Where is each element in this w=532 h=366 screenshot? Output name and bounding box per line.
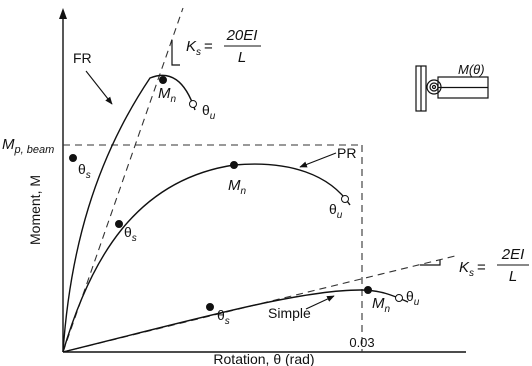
svg-text:2EI: 2EI: [501, 246, 525, 263]
inset-spring-icon: [426, 79, 442, 95]
x-axis-label: Rotation, θ (rad): [213, 351, 314, 366]
fr-theta-u-label: θu: [202, 102, 216, 122]
pr-mn-marker: [230, 161, 238, 169]
simple-theta-s-label: θs: [217, 307, 230, 327]
fr-theta-s-marker: [69, 154, 77, 162]
pr-theta-u-marker: [341, 195, 349, 203]
ks-fr-formula: Ks = 20EI L: [186, 27, 261, 66]
simple-curve: [62, 289, 409, 353]
connection-inset: [415, 65, 489, 112]
pr-curve: [62, 163, 351, 353]
svg-text:L: L: [238, 49, 246, 66]
pr-theta-u-label: θu: [329, 201, 343, 221]
fr-pointer-arrow: [85, 70, 113, 105]
simple-theta-s-marker: [206, 303, 214, 311]
fr-label: FR: [73, 50, 92, 66]
pr-mn-label: Mn: [228, 177, 247, 197]
svg-text:L: L: [509, 268, 517, 285]
simple-stiffness-dashed-line: [62, 255, 456, 353]
simple-theta-u-marker: [395, 294, 403, 302]
axes: [59, 8, 466, 353]
inset-moment-label: M(θ): [458, 62, 485, 77]
pr-pointer-arrow: [299, 152, 337, 168]
fr-mn-marker: [159, 76, 167, 84]
fr-theta-u-marker: [189, 100, 197, 108]
pr-theta-s-label: θs: [124, 224, 137, 244]
simple-mn-marker: [364, 286, 372, 294]
pr-label: PR: [337, 145, 356, 161]
simple-label: Simple: [268, 305, 311, 321]
svg-text:Ks=: Ks =: [186, 38, 213, 58]
svg-text:Ks=: Ks =: [459, 259, 486, 279]
simple-pointer-arrow: [305, 295, 335, 310]
fr-mn-label: Mn: [158, 85, 177, 105]
y-axis-arrowhead: [59, 8, 67, 19]
svg-text:20EI: 20EI: [226, 27, 258, 44]
mp-beam-label: Mp, beam: [2, 136, 54, 156]
simple-slope-triangle: [420, 260, 441, 266]
simple-theta-u-label: θu: [406, 288, 420, 308]
pr-theta-s-marker: [115, 220, 123, 228]
ks-simple-formula: Ks = 2EI L: [459, 246, 529, 285]
fr-slope-triangle: [171, 40, 180, 66]
fr-curve: [62, 74, 196, 353]
y-axis-label: Moment, M: [27, 175, 43, 245]
fr-theta-s-label: θs: [78, 161, 91, 181]
x-tick-label: 0.03: [349, 335, 374, 350]
simple-mn-label: Mn: [372, 295, 391, 315]
